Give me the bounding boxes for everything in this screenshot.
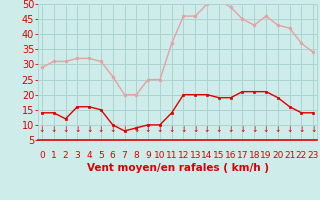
Text: ↓: ↓ (204, 125, 210, 134)
Text: ↓: ↓ (86, 125, 92, 134)
Text: ↓: ↓ (121, 125, 128, 134)
Text: ↓: ↓ (310, 125, 316, 134)
Text: ↓: ↓ (216, 125, 222, 134)
Text: ↓: ↓ (74, 125, 81, 134)
Text: ↓: ↓ (145, 125, 151, 134)
Text: ↓: ↓ (228, 125, 234, 134)
Text: ↓: ↓ (51, 125, 57, 134)
Text: ↓: ↓ (180, 125, 187, 134)
Text: ↓: ↓ (39, 125, 45, 134)
Text: ↓: ↓ (98, 125, 104, 134)
Text: ↓: ↓ (298, 125, 305, 134)
Text: ↓: ↓ (62, 125, 69, 134)
Text: ↓: ↓ (133, 125, 140, 134)
Text: ↓: ↓ (192, 125, 198, 134)
Text: ↓: ↓ (286, 125, 293, 134)
X-axis label: Vent moyen/en rafales ( km/h ): Vent moyen/en rafales ( km/h ) (87, 163, 268, 173)
Text: ↓: ↓ (109, 125, 116, 134)
Text: ↓: ↓ (251, 125, 258, 134)
Text: ↓: ↓ (239, 125, 246, 134)
Text: ↓: ↓ (275, 125, 281, 134)
Text: ↓: ↓ (263, 125, 269, 134)
Text: ↓: ↓ (157, 125, 163, 134)
Text: ↓: ↓ (169, 125, 175, 134)
